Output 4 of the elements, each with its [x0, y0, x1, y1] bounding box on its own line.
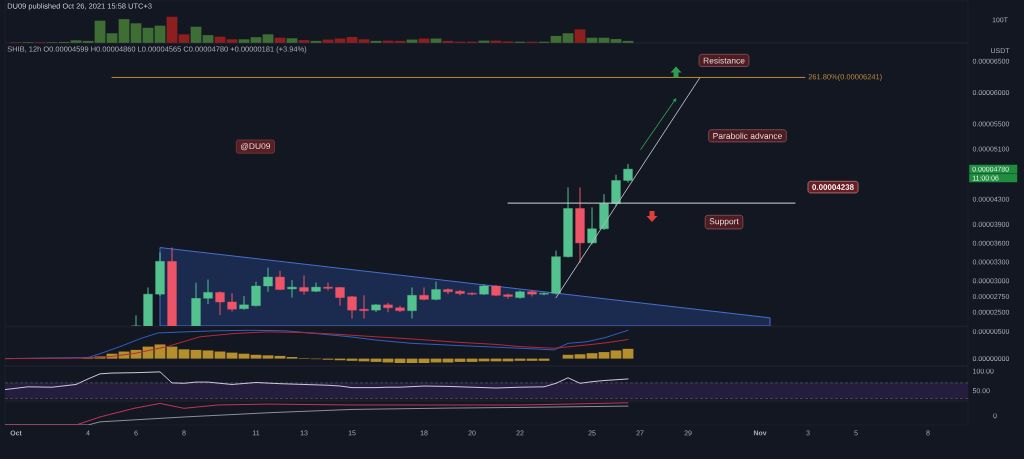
annotation: @DU09 [240, 142, 271, 151]
annotation: Resistance [703, 57, 745, 64]
annotation: Parabolic advance [713, 132, 782, 139]
annotation: Support [709, 218, 739, 226]
